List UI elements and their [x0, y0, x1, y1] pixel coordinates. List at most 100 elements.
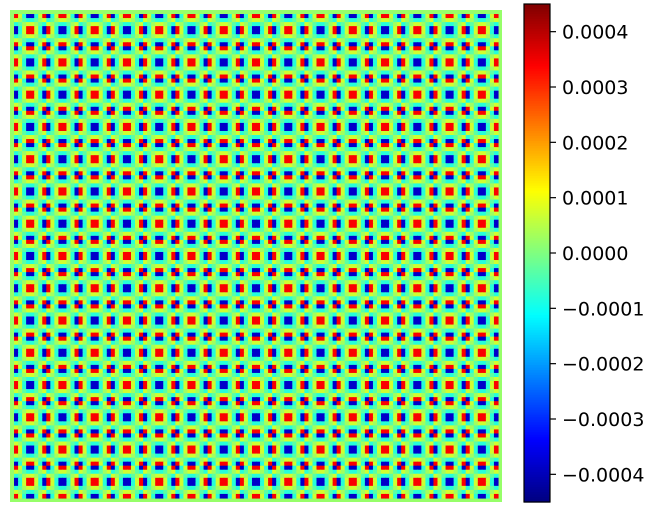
- heatmap-cell: [82, 151, 88, 156]
- heatmap-cell: [401, 118, 406, 124]
- heatmap-cell: [211, 18, 217, 23]
- heatmap-cell: [38, 130, 43, 136]
- heatmap-cell: [191, 82, 197, 88]
- heatmap-cell: [300, 118, 305, 124]
- heatmap-cell: [243, 30, 249, 35]
- heatmap-cell: [143, 94, 148, 100]
- heatmap-cell: [46, 163, 51, 168]
- heatmap-cell: [485, 118, 491, 124]
- heatmap-cell: [457, 50, 463, 55]
- heatmap-cell: [195, 70, 201, 76]
- heatmap-cell: [332, 14, 338, 19]
- heatmap-cell: [445, 14, 451, 19]
- heatmap-cell: [417, 66, 422, 72]
- heatmap-cell: [199, 167, 205, 172]
- heatmap-cell: [356, 94, 362, 100]
- heatmap-cell: [54, 155, 59, 160]
- heatmap-cell: [82, 42, 88, 47]
- heatmap-cell: [203, 66, 209, 72]
- heatmap-cell: [54, 82, 59, 88]
- heatmap-cell: [239, 74, 245, 80]
- heatmap-cell: [316, 167, 322, 172]
- heatmap-cell: [70, 90, 76, 96]
- heatmap-cell: [82, 155, 88, 160]
- heatmap-cell: [409, 159, 414, 164]
- heatmap-cell: [86, 106, 92, 112]
- heatmap-cell: [199, 38, 205, 43]
- heatmap-cell: [433, 70, 439, 76]
- heatmap-cell: [42, 58, 47, 64]
- heatmap-cell: [195, 14, 201, 19]
- heatmap-cell: [493, 122, 499, 128]
- heatmap-cell: [58, 86, 64, 92]
- heatmap-cell: [489, 66, 495, 72]
- heatmap-cell: [207, 159, 213, 164]
- heatmap-cell: [98, 22, 104, 27]
- heatmap-cell: [46, 42, 51, 47]
- heatmap-cell: [469, 90, 475, 96]
- heatmap-cell: [336, 155, 342, 160]
- heatmap-cell: [211, 66, 217, 72]
- heatmap-cell: [288, 122, 293, 128]
- heatmap-cell: [280, 74, 285, 80]
- heatmap-cell: [292, 102, 297, 108]
- heatmap-cell: [473, 147, 479, 152]
- heatmap-cell: [70, 167, 76, 172]
- heatmap-cell: [135, 58, 140, 64]
- heatmap-cell: [18, 106, 23, 112]
- heatmap-cell: [54, 74, 59, 80]
- heatmap-cell: [264, 135, 269, 140]
- heatmap-cell: [256, 74, 261, 80]
- heatmap-cell: [58, 18, 64, 23]
- heatmap-cell: [110, 151, 116, 156]
- heatmap-cell: [300, 114, 305, 120]
- heatmap-cell: [231, 171, 237, 176]
- heatmap-cell: [54, 179, 59, 185]
- heatmap-cell: [58, 22, 64, 27]
- heatmap-cell: [481, 58, 487, 64]
- heatmap-cell: [348, 94, 354, 100]
- heatmap-cell: [264, 94, 269, 100]
- heatmap-cell: [187, 26, 193, 31]
- heatmap-cell: [175, 175, 180, 180]
- heatmap-cell: [481, 90, 487, 96]
- heatmap-cell: [344, 171, 350, 176]
- heatmap-cell: [441, 90, 447, 96]
- heatmap-cell: [147, 147, 152, 152]
- heatmap-cell: [425, 151, 431, 156]
- heatmap-cell: [316, 98, 322, 104]
- heatmap-cell: [78, 114, 84, 120]
- heatmap-cell: [389, 46, 394, 51]
- heatmap-cell: [449, 126, 455, 132]
- heatmap-cell: [425, 66, 431, 72]
- heatmap-cell: [78, 122, 84, 128]
- heatmap-cell: [284, 58, 289, 64]
- heatmap-cell: [457, 66, 463, 72]
- heatmap-cell: [175, 167, 180, 172]
- heatmap-cell: [147, 70, 152, 76]
- heatmap-cell: [324, 114, 330, 120]
- heatmap-cell: [130, 163, 136, 168]
- heatmap-cell: [118, 114, 124, 120]
- heatmap-cell: [78, 90, 84, 96]
- heatmap-cell: [251, 110, 257, 116]
- heatmap-cell: [352, 50, 358, 55]
- heatmap-cell: [195, 163, 201, 168]
- heatmap-cell: [159, 122, 164, 128]
- heatmap-cell: [243, 130, 249, 136]
- heatmap-cell: [118, 42, 124, 47]
- heatmap-cell: [14, 82, 19, 88]
- heatmap-cell: [130, 143, 136, 148]
- heatmap-cell: [393, 46, 398, 51]
- heatmap-cell: [211, 126, 217, 132]
- heatmap-cell: [352, 147, 358, 152]
- heatmap-cell: [288, 82, 293, 88]
- heatmap-cell: [247, 163, 253, 168]
- heatmap-cell: [405, 30, 410, 35]
- heatmap-cell: [421, 163, 426, 168]
- heatmap-cell: [360, 110, 366, 116]
- heatmap-cell: [304, 90, 310, 96]
- heatmap-cell: [219, 139, 225, 144]
- heatmap-cell: [211, 54, 217, 59]
- heatmap-cell: [211, 90, 217, 96]
